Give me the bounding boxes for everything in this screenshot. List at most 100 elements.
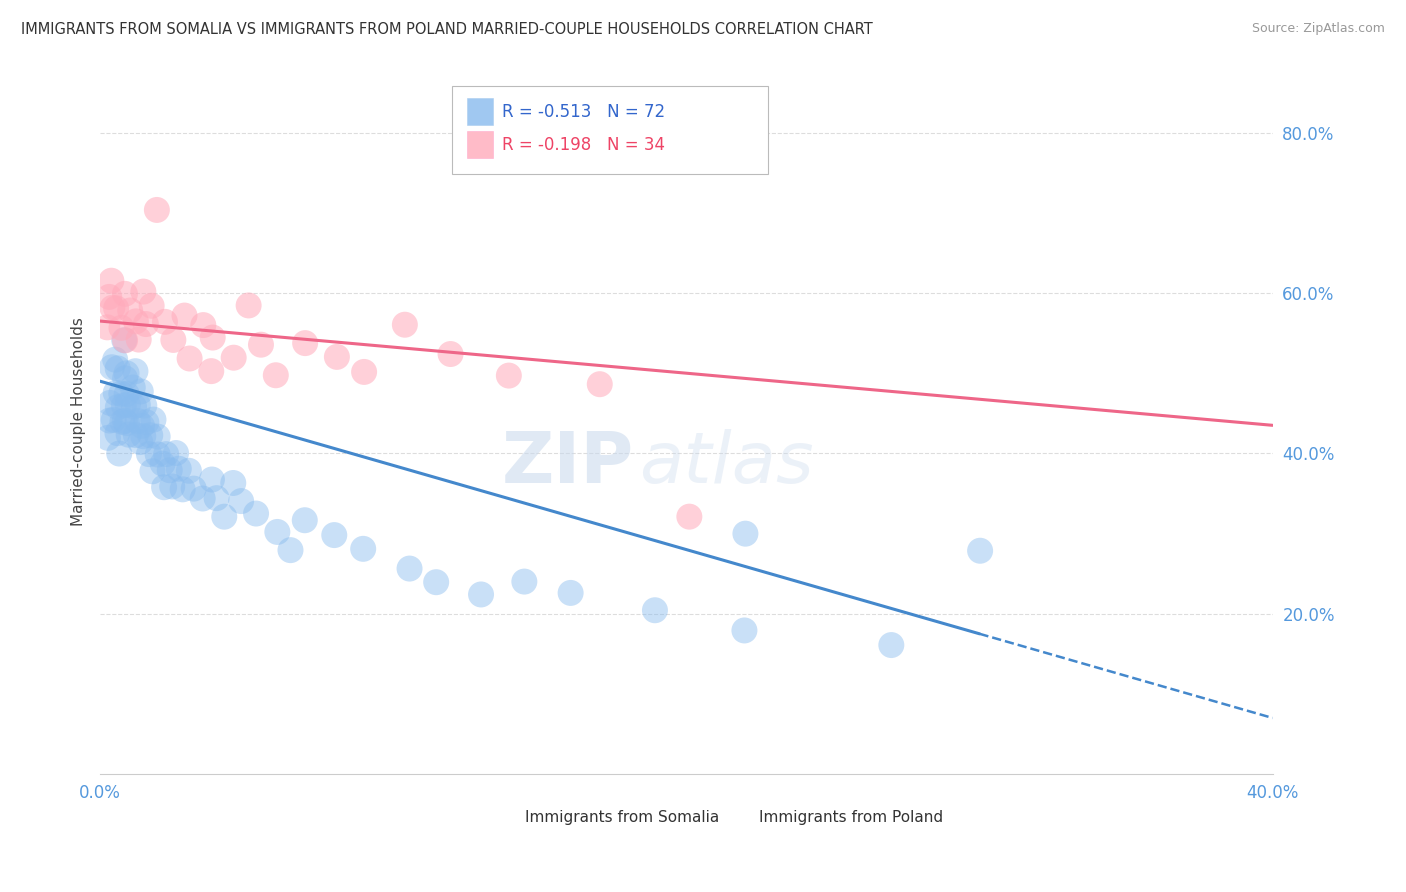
Point — [280, 543, 302, 558]
Point — [107, 361, 129, 376]
Point — [172, 483, 194, 497]
Point — [589, 377, 612, 392]
Point — [177, 464, 200, 478]
Point — [153, 480, 176, 494]
FancyBboxPatch shape — [467, 131, 494, 158]
Point — [98, 413, 121, 427]
Point — [139, 428, 162, 442]
Point — [167, 462, 190, 476]
Point — [222, 351, 245, 365]
Point — [98, 396, 121, 410]
Point — [110, 386, 132, 401]
Point — [214, 509, 236, 524]
Point — [132, 429, 155, 443]
Point — [107, 426, 129, 441]
Point — [439, 347, 461, 361]
Point — [135, 317, 157, 331]
Point — [129, 435, 152, 450]
Point — [115, 367, 138, 381]
Point — [121, 380, 143, 394]
Point — [250, 337, 273, 351]
Point — [114, 414, 136, 428]
Text: R = -0.513   N = 72: R = -0.513 N = 72 — [502, 103, 665, 120]
Point — [162, 333, 184, 347]
Y-axis label: Married-couple Households: Married-couple Households — [72, 317, 86, 525]
Point — [470, 587, 492, 601]
Point — [138, 447, 160, 461]
Point — [120, 303, 142, 318]
FancyBboxPatch shape — [727, 805, 754, 829]
Point — [733, 624, 755, 638]
Point — [127, 398, 149, 412]
Point — [125, 428, 148, 442]
FancyBboxPatch shape — [451, 87, 769, 174]
Point — [245, 507, 267, 521]
Point — [117, 398, 139, 412]
Point — [131, 418, 153, 433]
Point — [498, 368, 520, 383]
Text: Immigrants from Somalia: Immigrants from Somalia — [524, 810, 718, 824]
Point — [134, 399, 156, 413]
Point — [142, 412, 165, 426]
Point — [560, 586, 582, 600]
Point — [173, 309, 195, 323]
Point — [229, 494, 252, 508]
Point — [353, 365, 375, 379]
Point — [103, 413, 125, 427]
Point — [644, 603, 666, 617]
Point — [201, 473, 224, 487]
Point — [127, 414, 149, 428]
Text: atlas: atlas — [640, 429, 814, 498]
Point — [205, 491, 228, 505]
Point — [112, 398, 135, 412]
Point — [110, 321, 132, 335]
Point — [155, 447, 177, 461]
Point — [326, 350, 349, 364]
Point — [200, 364, 222, 378]
Point — [114, 371, 136, 385]
Point — [153, 315, 176, 329]
Point — [264, 368, 287, 383]
Point — [165, 446, 187, 460]
Point — [141, 299, 163, 313]
Point — [179, 351, 201, 366]
Point — [193, 318, 215, 332]
Text: Immigrants from Poland: Immigrants from Poland — [759, 810, 943, 824]
Point — [266, 524, 288, 539]
Point — [104, 352, 127, 367]
Point — [880, 638, 903, 652]
Point — [294, 336, 316, 351]
Point — [160, 479, 183, 493]
Point — [97, 431, 120, 445]
Point — [734, 526, 756, 541]
Point — [118, 427, 141, 442]
Point — [152, 457, 174, 471]
Point — [425, 575, 447, 590]
Point — [969, 543, 991, 558]
Text: R = -0.198   N = 34: R = -0.198 N = 34 — [502, 136, 665, 153]
Point — [141, 464, 163, 478]
Point — [100, 274, 122, 288]
Point — [101, 301, 124, 315]
FancyBboxPatch shape — [494, 805, 519, 829]
Point — [159, 463, 181, 477]
Point — [201, 330, 224, 344]
Text: IMMIGRANTS FROM SOMALIA VS IMMIGRANTS FROM POLAND MARRIED-COUPLE HOUSEHOLDS CORR: IMMIGRANTS FROM SOMALIA VS IMMIGRANTS FR… — [21, 22, 873, 37]
Point — [101, 360, 124, 375]
Point — [107, 400, 129, 414]
Point — [105, 301, 128, 316]
Point — [96, 320, 118, 334]
FancyBboxPatch shape — [467, 98, 494, 125]
Point — [146, 429, 169, 443]
Point — [238, 298, 260, 312]
Point — [114, 334, 136, 348]
Point — [398, 561, 420, 575]
Point — [352, 541, 374, 556]
Point — [115, 387, 138, 401]
Point — [129, 384, 152, 399]
Point — [111, 415, 134, 429]
Point — [678, 509, 700, 524]
Point — [115, 416, 138, 430]
Point — [146, 448, 169, 462]
Point — [146, 202, 169, 217]
